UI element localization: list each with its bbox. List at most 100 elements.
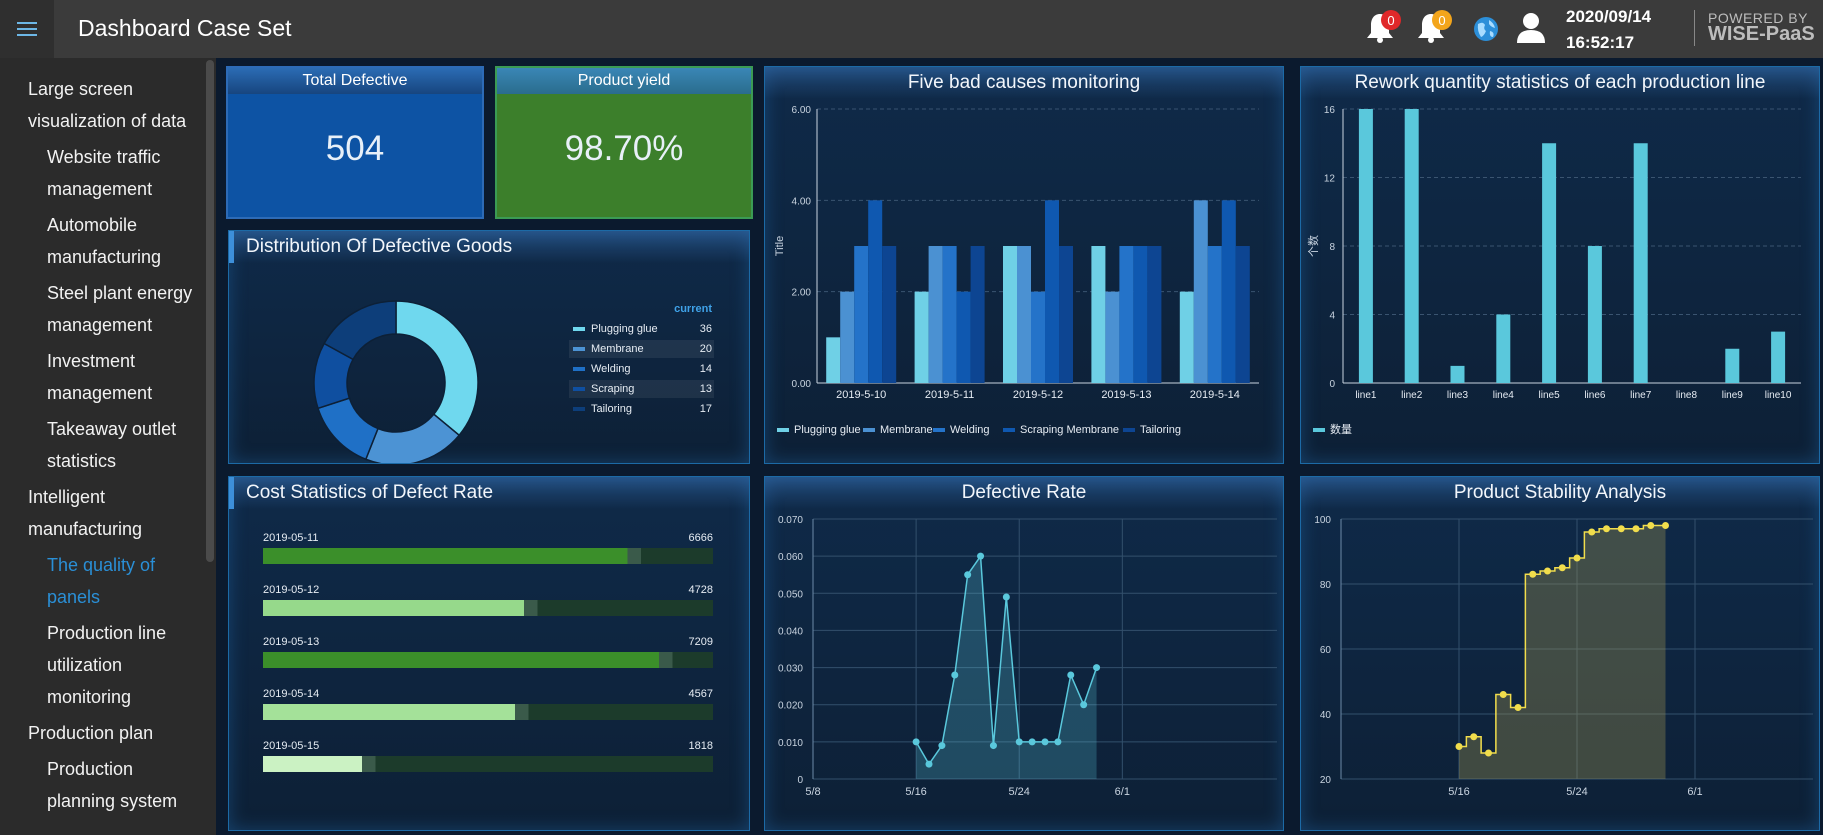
legend-label: Scraping: [591, 383, 634, 395]
y-tick-label: 0.050: [778, 589, 803, 600]
data-point: [1632, 525, 1640, 533]
bar: [263, 652, 659, 668]
legend-row-bg: [569, 380, 714, 398]
y-tick-label: 0: [1329, 379, 1335, 390]
y-tick-label: 80: [1320, 580, 1332, 591]
legend-row-bg: [569, 340, 714, 358]
current-time: 16:52:17: [1566, 33, 1635, 52]
bar: [840, 291, 855, 383]
data-point: [1470, 733, 1478, 741]
data-point: [951, 671, 959, 679]
warning-bell-button[interactable]: 0: [1416, 10, 1452, 46]
sidebar-item[interactable]: Investment management: [47, 351, 153, 403]
x-tick-label: 6/1: [1687, 786, 1702, 798]
bar-category: 2019-05-11: [263, 532, 318, 544]
sidebar-item[interactable]: Production planning system: [47, 759, 178, 811]
legend-label: Tailoring: [591, 403, 632, 415]
sidebar-item[interactable]: Large screen visualization of data: [28, 79, 187, 131]
distribution-donut-chart: current Plugging glue 36 Membrane 20 Welding 1…: [313, 300, 714, 463]
legend-header: current: [674, 303, 712, 315]
panel-title: Distribution Of Defective Goods: [229, 231, 749, 263]
bar: [1193, 200, 1208, 383]
x-tick-label: 5/16: [1448, 786, 1469, 798]
bar: [263, 704, 515, 720]
data-point: [1093, 664, 1101, 672]
current-date: 2020/09/14: [1566, 7, 1652, 26]
sidebar-item[interactable]: Production plan: [28, 723, 154, 743]
sidebar-item[interactable]: Takeaway outlet statistics: [47, 419, 177, 471]
menu-icon[interactable]: [0, 0, 54, 58]
legend-swatch: [573, 367, 585, 371]
x-tick-label: line5: [1539, 390, 1561, 401]
bar: [1133, 246, 1148, 383]
x-tick-label: 5/8: [805, 786, 820, 798]
y-tick-label: 60: [1320, 645, 1332, 656]
bar: [1031, 291, 1045, 383]
x-tick-label: 5/24: [1009, 786, 1030, 798]
donut-slice: [317, 397, 379, 461]
data-point: [925, 760, 933, 768]
bar: [1450, 365, 1465, 383]
data-point: [1080, 701, 1088, 709]
data-point: [1573, 554, 1581, 562]
data-point: [964, 571, 972, 579]
data-point: [1603, 525, 1610, 533]
bar-category: 2019-05-15: [263, 740, 319, 752]
top-bar: Dashboard Case Set 0 0 2020/09/14 16:52:…: [0, 0, 1823, 58]
legend-swatch: [573, 387, 585, 391]
globe-icon[interactable]: [1472, 15, 1506, 49]
alarm-bell-button[interactable]: 0: [1365, 10, 1401, 46]
sidebar-item[interactable]: Website traffic management: [47, 147, 161, 199]
sidebar-item[interactable]: Automobile manufacturing: [47, 215, 162, 267]
rework-panel: Rework quantity statistics of each produ…: [1300, 66, 1820, 464]
legend-label: Welding: [591, 363, 631, 375]
x-tick-label: line10: [1765, 390, 1792, 401]
legend-swatch: [1123, 428, 1135, 432]
legend-value: 13: [700, 383, 712, 395]
user-avatar-icon[interactable]: [1515, 11, 1549, 45]
data-point: [1067, 671, 1075, 679]
sidebar-item[interactable]: Production line utilization monitoring: [47, 623, 167, 707]
y-tick-label: 20: [1320, 775, 1332, 786]
bar: [1017, 246, 1031, 383]
legend-swatch: [1003, 428, 1015, 432]
bar: [1207, 246, 1222, 383]
sidebar-item[interactable]: Steel plant energy management: [47, 283, 193, 335]
data-point: [1041, 738, 1049, 746]
data-point: [1647, 522, 1655, 529]
legend-swatch: [573, 327, 585, 331]
legend-value: 14: [700, 363, 712, 375]
data-point: [989, 742, 997, 750]
sidebar-scrollbar[interactable]: [206, 60, 214, 562]
bar: [1059, 246, 1073, 383]
bar: [263, 756, 362, 772]
data-point: [1558, 564, 1566, 572]
y-tick-label: 0.030: [778, 664, 803, 675]
legend-value: 36: [700, 323, 712, 335]
bar: [1725, 348, 1740, 383]
data-point: [912, 738, 920, 746]
x-tick-label: line1: [1355, 390, 1377, 401]
sidebar-item[interactable]: The quality of panels: [47, 555, 156, 607]
data-point: [977, 552, 985, 560]
panel-title: Rework quantity statistics of each produ…: [1301, 67, 1819, 99]
y-tick-label: 100: [1314, 515, 1331, 526]
y-tick-label: 2.00: [792, 288, 812, 299]
bar-value: 4728: [689, 584, 713, 596]
kpi-total-defective: Total Defective 504: [226, 66, 484, 219]
distribution-panel: Distribution Of Defective Goods current P…: [228, 230, 750, 464]
data-point: [1002, 593, 1010, 601]
cost-bar-chart: 2019-05-11 6666 2019-05-12 4728 2019-05-13 72…: [263, 532, 713, 772]
legend-swatch: [573, 347, 585, 351]
bar: [970, 246, 985, 383]
area-fill: [916, 556, 1097, 779]
kpi-label: Total Defective: [228, 68, 482, 94]
series-line: [1459, 524, 1666, 754]
legend-swatch: [573, 407, 585, 411]
brand-logo: POWERED BY WISE-PaaS: [1708, 10, 1815, 44]
legend-label: Membrane: [880, 424, 933, 436]
legend-swatch: [863, 428, 875, 432]
sidebar-item[interactable]: Intelligent manufacturing: [28, 487, 143, 539]
data-point: [1054, 738, 1062, 746]
